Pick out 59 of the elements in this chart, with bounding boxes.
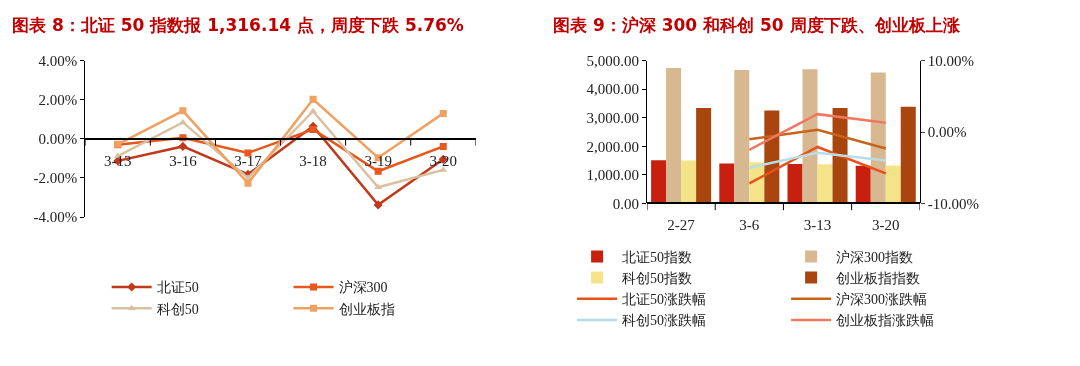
bar xyxy=(802,69,818,204)
legend-label: 北证50指数 xyxy=(622,249,693,265)
x-tick-label: 3-17 xyxy=(234,152,263,169)
x-tick-label: 3-19 xyxy=(364,152,392,169)
legend-label: 创业板指 xyxy=(338,301,395,317)
bar xyxy=(651,160,667,204)
legend-label: 科创50指数 xyxy=(622,271,693,287)
x-tick-label: 3-6 xyxy=(739,217,760,234)
bar xyxy=(870,72,886,204)
legend-label: 科创50 xyxy=(156,301,199,317)
y-tick-label: 3,000.00 xyxy=(586,109,639,126)
legend-label: 科创50涨跌幅 xyxy=(622,313,707,329)
legend-label: 北证50涨跌幅 xyxy=(622,292,707,308)
y-tick-label: 0.00% xyxy=(38,131,78,148)
point xyxy=(244,179,252,187)
legend-label: 北证50 xyxy=(156,280,199,296)
y2-tick-label: 10.00% xyxy=(927,52,975,69)
point xyxy=(309,125,317,133)
y-tick-label: 2,000.00 xyxy=(586,138,639,155)
bar xyxy=(900,106,916,204)
bar xyxy=(696,108,712,204)
legend-label: 沪深300指数 xyxy=(836,249,914,265)
bar xyxy=(734,70,750,204)
y-tick-label: 2.00% xyxy=(38,91,78,108)
y-tick-label: -2.00% xyxy=(33,170,78,187)
y-tick-label: 4.00% xyxy=(38,52,78,69)
x-tick-label: 3-18 xyxy=(299,152,327,169)
point xyxy=(439,109,447,117)
point xyxy=(439,142,447,150)
y-tick-label: 5,000.00 xyxy=(586,52,639,69)
point xyxy=(309,95,317,103)
chart-title: 图表 9：沪深 300 和科创 50 周度下跌、创业板上涨 xyxy=(553,15,961,35)
point xyxy=(179,107,187,115)
bar xyxy=(817,164,833,204)
bar xyxy=(681,160,697,204)
x-tick-label: 3-16 xyxy=(169,152,198,169)
y-tick-label: 4,000.00 xyxy=(586,81,639,98)
point xyxy=(178,141,188,151)
bar xyxy=(787,163,803,204)
point xyxy=(374,167,382,175)
point xyxy=(373,200,383,210)
y2-tick-label: 0.00% xyxy=(927,124,967,141)
x-tick-label: 3-20 xyxy=(871,217,900,234)
bar xyxy=(855,165,871,204)
legend-label: 创业板指指数 xyxy=(836,271,921,287)
bar xyxy=(666,68,682,204)
chart-title: 图表 8：北证 50 指数报 1,316.14 点，周度下跌 5.76% xyxy=(12,15,464,35)
legend-label: 创业板指涨跌幅 xyxy=(836,313,935,329)
bar xyxy=(719,163,735,204)
legend-label: 沪深300 xyxy=(338,280,388,296)
x-tick-label: 2-27 xyxy=(667,217,696,234)
legend-label: 沪深300涨跌幅 xyxy=(836,292,928,308)
y2-tick-label: -10.00% xyxy=(927,195,980,212)
x-tick-label: 3-13 xyxy=(803,217,832,234)
y-tick-label: 0.00 xyxy=(612,195,639,212)
point xyxy=(374,183,383,190)
bar xyxy=(885,165,901,204)
y-tick-label: 1,000.00 xyxy=(586,167,639,184)
y-tick-label: -4.00% xyxy=(33,209,78,226)
